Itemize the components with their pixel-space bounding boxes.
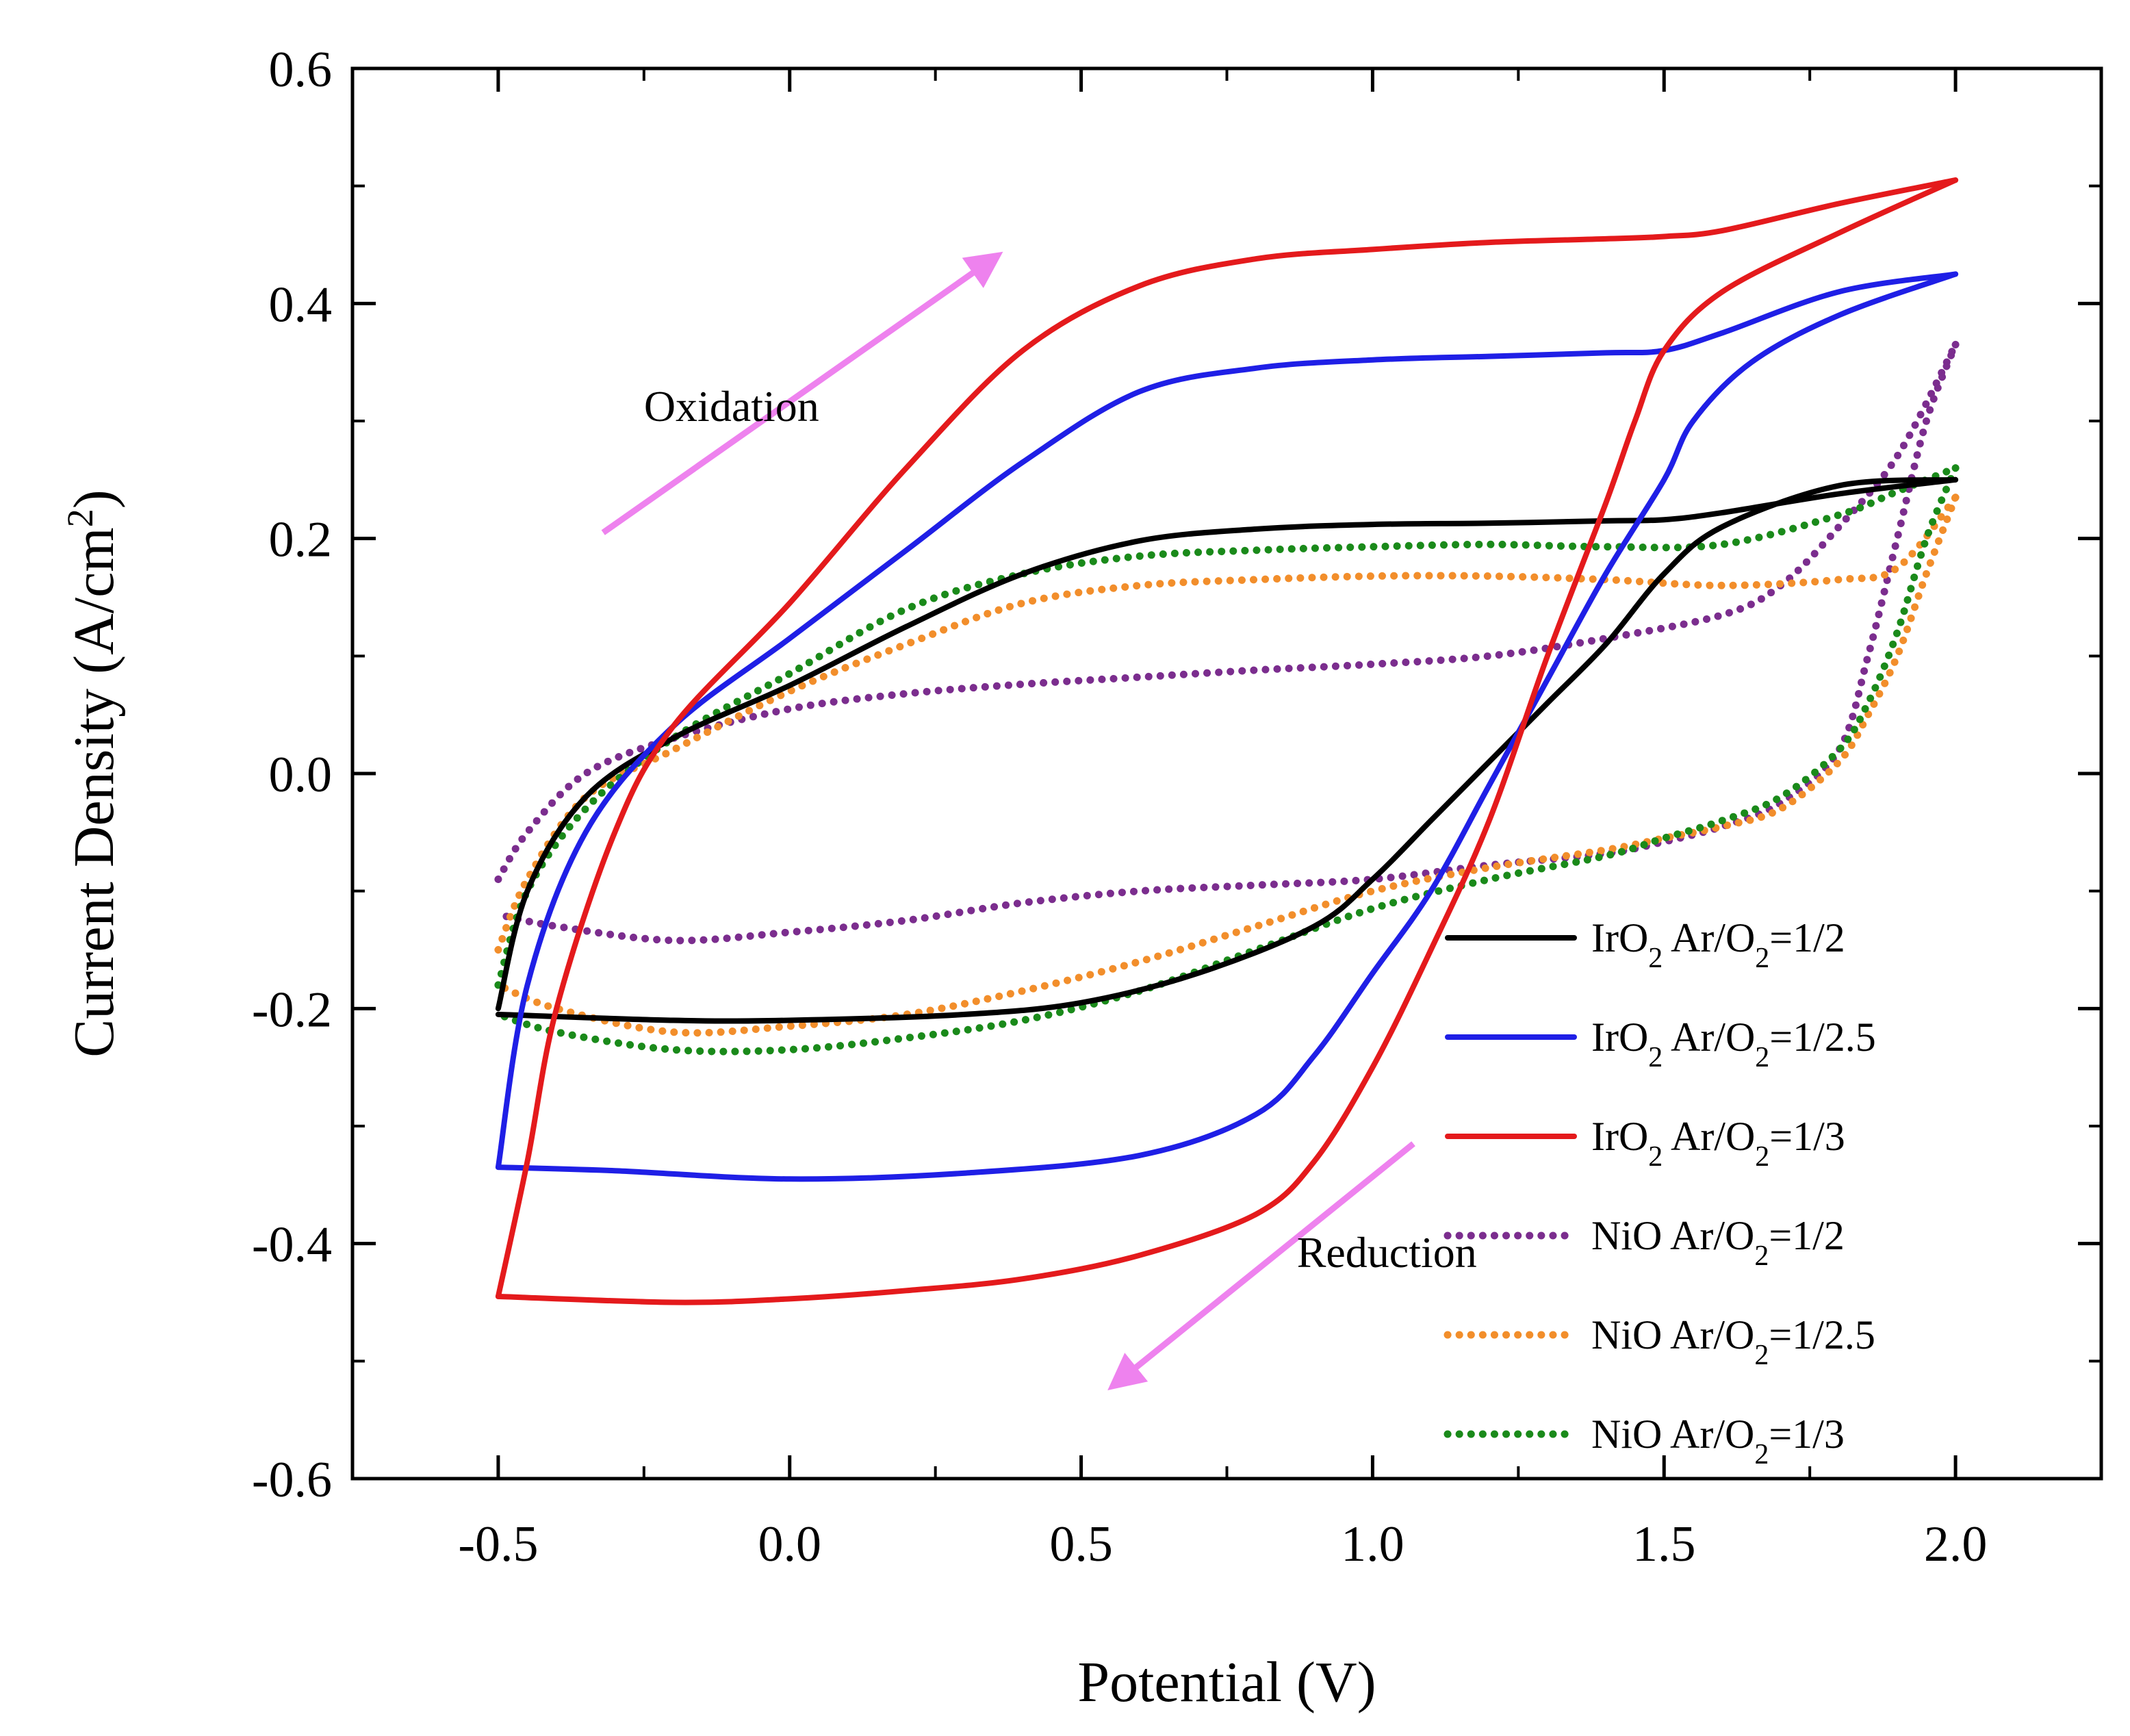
y-axis-title-close: ) — [62, 489, 126, 509]
y-axis-title-sup: 2 — [60, 509, 101, 527]
legend-label: NiO Ar/O2=1/3 — [1591, 1412, 1845, 1470]
oxidation-label: Oxidation — [644, 382, 819, 431]
legend-label: IrO2 Ar/O2=1/2 — [1591, 915, 1845, 974]
series-nio-ar-o2-1-3-reverse — [494, 464, 1960, 1056]
x-axis-title: Potential (V) — [1077, 1650, 1376, 1714]
series-nio-ar-o2-1-2-5-reverse — [494, 494, 1960, 1037]
y-tick-label: 0.6 — [269, 42, 333, 98]
x-tick-label: 0.0 — [758, 1516, 822, 1572]
y-axis-title-main: Current Density (A/cm — [62, 527, 126, 1058]
legend-label: IrO2 Ar/O2=1/3 — [1591, 1114, 1845, 1173]
x-tick-label: 1.5 — [1632, 1516, 1696, 1572]
series-iro2-ar-o2-1-2-5-forward — [495, 271, 1959, 1171]
x-tick-label: 1.0 — [1341, 1516, 1404, 1572]
y-tick-label: -0.4 — [252, 1217, 332, 1273]
y-tick-label: -0.2 — [252, 982, 332, 1038]
legend: IrO2 Ar/O2=1/2 IrO2 Ar/O2=1/2.5 IrO2 Ar/O2… — [1443, 915, 1876, 1470]
x-tick-label: 2.0 — [1924, 1516, 1988, 1572]
series-iro2-ar-o2-1-3-forward — [495, 177, 1959, 1299]
legend-label: IrO2 Ar/O2=1/2.5 — [1591, 1014, 1876, 1073]
y-tick-label: 0.4 — [269, 277, 333, 333]
x-tick-label: 0.5 — [1049, 1516, 1113, 1572]
y-tick-label: -0.6 — [252, 1452, 332, 1508]
x-tick-label: -0.5 — [458, 1516, 538, 1572]
reduction-arrow — [1107, 1141, 1415, 1391]
plot-frame — [350, 66, 2103, 1481]
axis-ticks: -0.5 0.0 0.5 1.0 1.5 2.0 -0.6 -0.4 -0.2 0.0 0.2 0.4… — [252, 42, 2103, 1572]
y-tick-label: 0.0 — [269, 747, 333, 803]
oxidation-arrow — [601, 251, 1003, 535]
series-nio-ar-o2-1-2-reverse — [494, 340, 1960, 945]
series-iro2-ar-o2-1-2-5-reverse — [495, 271, 1959, 1182]
series-curves — [494, 177, 1960, 1305]
y-tick-label: 0.2 — [269, 512, 333, 568]
series-iro2-ar-o2-1-3-reverse — [495, 177, 1959, 1305]
series-nio-ar-o2-1-2-5-forward — [494, 494, 1960, 954]
series-iro2-ar-o2-1-2-forward — [495, 476, 1959, 1012]
y-axis-title: Current Density (A/cm2) — [60, 489, 126, 1057]
legend-label: NiO Ar/O2=1/2 — [1591, 1213, 1845, 1272]
series-iro2-ar-o2-1-2-reverse — [495, 476, 1959, 1024]
legend-label: NiO Ar/O2=1/2.5 — [1591, 1312, 1875, 1371]
